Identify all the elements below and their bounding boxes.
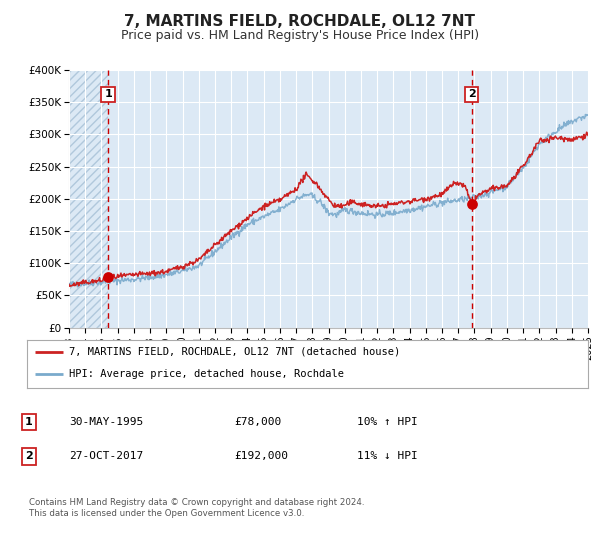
Text: HPI: Average price, detached house, Rochdale: HPI: Average price, detached house, Roch…: [69, 369, 344, 379]
Point: [103, 273, 113, 282]
Text: 30-MAY-1995: 30-MAY-1995: [69, 417, 143, 427]
Text: Contains HM Land Registry data © Crown copyright and database right 2024.
This d: Contains HM Land Registry data © Crown c…: [29, 498, 364, 518]
Text: £78,000: £78,000: [234, 417, 281, 427]
Bar: [69, 70, 108, 328]
Text: 1: 1: [104, 90, 112, 100]
Text: 7, MARTINS FIELD, ROCHDALE, OL12 7NT: 7, MARTINS FIELD, ROCHDALE, OL12 7NT: [125, 14, 476, 29]
Text: 27-OCT-2017: 27-OCT-2017: [69, 451, 143, 461]
Text: 7, MARTINS FIELD, ROCHDALE, OL12 7NT (detached house): 7, MARTINS FIELD, ROCHDALE, OL12 7NT (de…: [69, 347, 400, 357]
Text: 2: 2: [25, 451, 32, 461]
Text: 2: 2: [467, 90, 475, 100]
Text: 10% ↑ HPI: 10% ↑ HPI: [357, 417, 418, 427]
Text: Price paid vs. HM Land Registry's House Price Index (HPI): Price paid vs. HM Land Registry's House …: [121, 29, 479, 42]
Text: 11% ↓ HPI: 11% ↓ HPI: [357, 451, 418, 461]
Text: 1: 1: [25, 417, 32, 427]
Text: £192,000: £192,000: [234, 451, 288, 461]
Bar: [69, 70, 108, 328]
Point: [467, 199, 476, 208]
